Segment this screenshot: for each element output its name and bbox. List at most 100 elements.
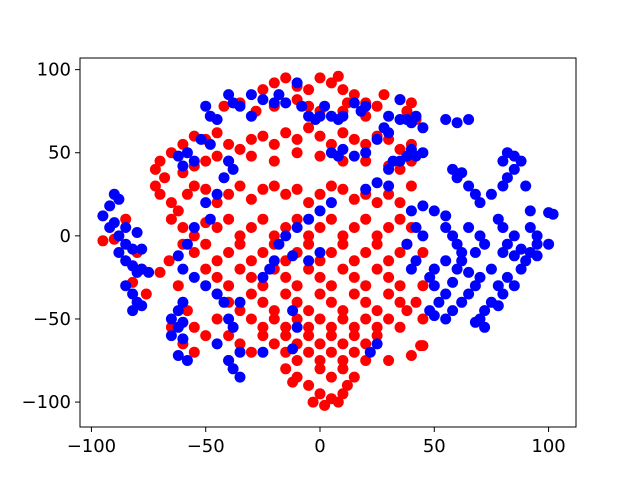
point-1-172 [497,222,509,233]
point-1-147 [440,313,452,325]
point-0-192 [348,330,360,342]
point-0-69 [172,205,184,217]
point-1-137 [451,238,463,250]
point-0-188 [303,330,315,342]
point-0-27 [332,70,344,82]
point-1-39 [227,321,239,333]
point-0-117 [223,247,235,258]
point-0-127 [337,238,349,250]
point-0-247 [415,340,427,352]
point-1-146 [428,310,440,322]
point-0-130 [371,238,383,250]
point-1-110 [440,114,452,125]
point-0-74 [223,188,235,200]
point-1-123 [497,155,509,167]
point-1-138 [456,247,468,258]
y-tick-label: −50 [33,309,71,330]
point-0-163 [337,305,349,317]
point-0-157 [268,305,280,317]
point-1-115 [456,167,468,179]
point-1-203 [268,255,280,267]
point-0-92 [177,222,189,233]
point-1-33 [223,355,235,366]
point-1-78 [348,150,360,162]
point-0-139 [257,280,269,292]
point-0-177 [325,321,337,333]
point-1-71 [360,100,372,112]
point-0-202 [360,355,372,366]
point-0-16 [360,138,372,150]
point-0-208 [314,363,326,375]
point-1-6 [113,230,125,242]
point-0-3 [211,127,223,139]
x-tick-label: 100 [531,436,565,457]
point-0-167 [383,288,395,300]
point-0-103 [303,230,315,242]
point-0-54 [200,155,212,167]
point-0-219 [332,396,344,408]
point-0-135 [211,271,223,283]
point-1-186 [447,276,459,288]
point-0-120 [257,247,269,258]
point-0-156 [257,296,269,308]
point-0-134 [200,263,212,275]
point-1-177 [531,230,543,242]
point-1-185 [463,266,475,278]
point-0-240 [97,235,109,247]
point-1-86 [200,100,212,112]
point-1-127 [520,180,532,192]
point-0-129 [360,247,372,258]
point-0-97 [234,230,246,242]
point-1-109 [360,183,372,195]
point-1-59 [280,97,292,109]
point-0-57 [245,150,257,162]
point-0-143 [303,263,315,275]
point-1-157 [508,280,520,292]
point-0-185 [268,338,280,350]
point-0-159 [291,296,303,308]
point-0-178 [337,313,349,325]
point-0-142 [291,280,303,292]
point-1-142 [428,280,440,292]
y-tick-label: 100 [37,60,71,81]
point-0-93 [188,230,200,242]
point-1-168 [492,300,504,312]
point-0-173 [280,321,292,333]
point-0-59 [291,147,303,159]
point-1-176 [524,222,536,233]
point-1-118 [474,197,486,209]
point-1-166 [479,321,491,333]
point-0-116 [211,255,223,267]
point-0-168 [394,296,406,308]
series-1 [97,77,559,383]
point-0-137 [234,263,246,275]
point-0-25 [314,72,326,84]
point-0-196 [291,355,303,366]
point-1-98 [410,110,422,122]
point-0-62 [360,155,372,167]
point-0-162 [325,296,337,308]
point-0-169 [401,305,413,317]
point-0-180 [360,313,372,325]
point-1-130 [547,208,559,220]
point-0-245 [410,296,422,308]
point-0-119 [245,255,257,267]
point-0-234 [245,346,257,358]
point-1-194 [291,321,303,333]
series-0 [97,70,440,411]
point-1-117 [469,188,481,200]
point-1-92 [181,147,193,159]
point-0-160 [303,305,315,317]
point-0-70 [181,188,193,200]
point-1-112 [463,114,475,125]
point-1-208 [314,247,326,258]
point-1-175 [515,243,527,255]
point-1-40 [218,296,230,308]
point-1-113 [447,163,459,175]
point-0-99 [257,213,269,225]
point-0-38 [218,100,230,112]
point-0-13 [325,138,337,150]
point-1-154 [492,280,504,292]
point-0-154 [234,305,246,317]
point-0-21 [268,77,280,89]
